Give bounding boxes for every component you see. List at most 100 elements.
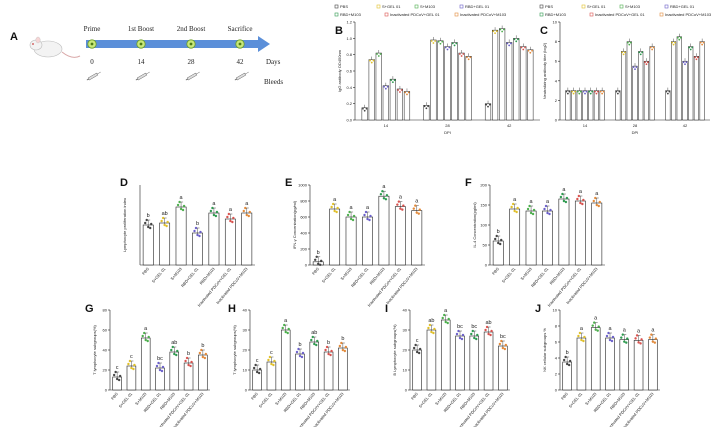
data-point <box>621 51 624 54</box>
bar <box>183 362 194 391</box>
data-point <box>495 234 498 238</box>
legend-swatch <box>376 4 381 9</box>
data-point <box>160 219 163 223</box>
data-point <box>170 348 173 352</box>
data-point <box>149 226 152 230</box>
data-point <box>503 347 507 351</box>
data-point <box>497 241 500 245</box>
legend-label: PBS <box>340 4 348 9</box>
data-point <box>460 55 463 57</box>
data-point <box>650 333 653 336</box>
x-tick-label: 28 <box>633 123 638 128</box>
legend-item: Inactivated PDCoV+GEL 01 <box>384 12 440 17</box>
data-point <box>365 107 368 110</box>
significance-letter: a <box>513 197 517 203</box>
data-point <box>648 336 652 339</box>
data-point <box>492 30 495 33</box>
x-tick-label: PBS <box>110 391 119 401</box>
bar <box>142 224 154 266</box>
data-point <box>286 331 289 335</box>
bar <box>615 90 621 121</box>
data-point <box>315 343 318 347</box>
bar <box>565 90 571 121</box>
data-point <box>399 207 402 210</box>
data-point <box>255 370 259 374</box>
data-point <box>623 340 626 343</box>
bar <box>574 200 586 266</box>
data-point <box>432 42 435 44</box>
bar <box>280 329 291 391</box>
data-point <box>451 42 454 45</box>
panel-a: A Days Bleeds Prime 0 1st Boost 14 2nd Boost… <box>10 25 283 86</box>
legend-item: PBS <box>539 4 553 9</box>
significance-letter: ab <box>428 318 434 324</box>
data-point <box>574 90 576 93</box>
significance-letter: b <box>327 340 330 346</box>
bar <box>520 46 527 121</box>
data-point <box>654 337 658 340</box>
data-point <box>393 79 396 82</box>
data-point <box>199 230 202 234</box>
y-tick-label: 2 <box>555 372 558 377</box>
data-point <box>147 335 150 339</box>
data-point <box>634 337 637 340</box>
data-point <box>635 334 639 337</box>
data-point <box>594 328 597 331</box>
mouse-illustration <box>29 36 81 58</box>
data-point <box>185 356 189 360</box>
data-point <box>500 238 503 242</box>
bar <box>582 90 588 121</box>
legend-swatch <box>459 4 464 9</box>
bar <box>576 337 587 391</box>
significance-letter: a <box>651 328 655 334</box>
legend-swatch <box>539 4 544 9</box>
data-point <box>589 92 592 95</box>
data-point <box>597 325 600 328</box>
data-point <box>258 367 262 371</box>
significance-letter: b <box>187 351 190 357</box>
data-point <box>622 53 625 56</box>
bar <box>338 347 348 391</box>
bar <box>688 46 694 121</box>
significance-letter: ab <box>171 340 177 346</box>
data-point <box>510 205 513 209</box>
x-axis-label: DPI <box>444 130 451 135</box>
plots-layer: B 0.0 0.2 0.4 0.6 0.8 1.0 1.2 IgG antibody OD450… <box>85 4 712 427</box>
panel-label-f: F <box>465 177 472 189</box>
bar <box>506 42 513 121</box>
data-point <box>384 87 387 90</box>
significance-letter: b <box>147 213 150 219</box>
data-point <box>567 363 571 367</box>
panel-label-d: D <box>120 177 128 189</box>
significance-letter: ab <box>311 330 317 336</box>
bar <box>362 216 373 266</box>
legend: PBS S+GEL 01 S+M103 RBD+GEL 01 RBD+M103 Inact… <box>539 4 712 17</box>
data-point <box>273 359 276 363</box>
timeline-event-2: 2nd Boost 28 <box>177 25 205 81</box>
data-point <box>315 255 318 258</box>
legend-item: S+GEL 01 <box>581 4 606 9</box>
data-point <box>448 46 451 49</box>
legend-item: Inactivated PDCoV+GEL 01 <box>589 12 645 17</box>
significance-letter: a <box>530 199 534 205</box>
significance-letter: b <box>196 221 199 227</box>
data-point <box>588 90 591 93</box>
timeline-event-3: Sacrifice 42 <box>228 25 252 81</box>
data-point <box>517 38 519 41</box>
data-point <box>324 348 327 352</box>
data-point <box>628 43 631 46</box>
legend-item: RBD+GEL 01 <box>664 4 695 9</box>
data-point <box>702 41 705 44</box>
data-point <box>203 356 207 360</box>
y-axis-label: IgG antibody OD450nm <box>337 49 342 92</box>
y-tick-label: 40 <box>403 308 408 313</box>
data-point <box>425 107 428 110</box>
legend-item: RBD+GEL 01 <box>459 4 490 9</box>
x-tick-label: S+GEL 01 <box>151 266 167 284</box>
data-point <box>147 225 150 229</box>
y-tick-label: 1000 <box>298 183 308 188</box>
y-axis-label: IL-4 Concentration(pg/ml) <box>472 202 477 248</box>
data-point <box>494 237 497 241</box>
data-point <box>417 212 420 215</box>
data-point <box>524 46 526 49</box>
